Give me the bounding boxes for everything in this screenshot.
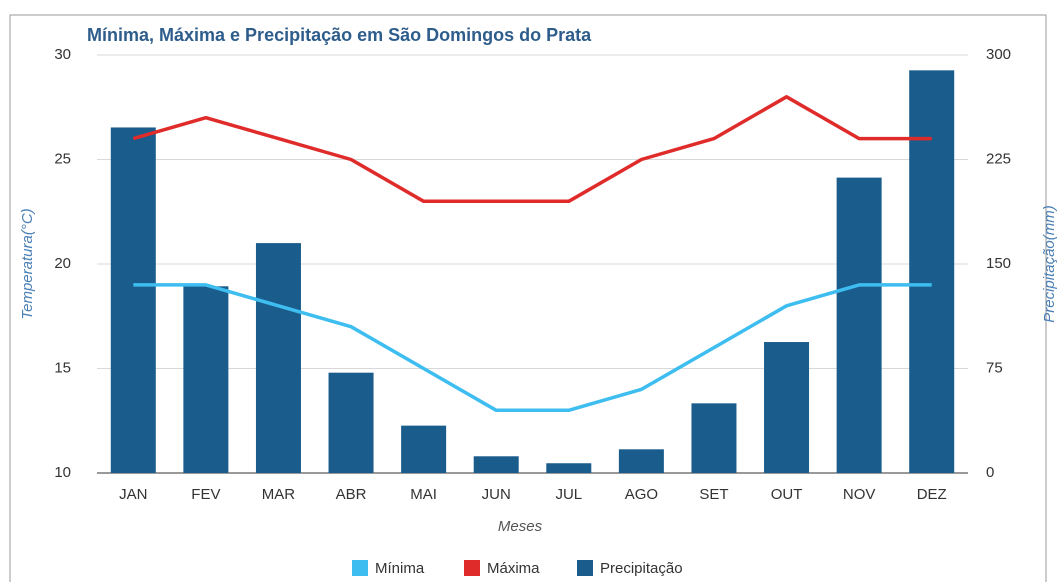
y-tick-label: 10 [54, 464, 71, 481]
y-tick-label: 15 [54, 359, 71, 376]
x-tick-label: JUN [482, 486, 511, 503]
bar [691, 403, 737, 473]
bar [546, 463, 592, 473]
x-tick-label: MAI [410, 486, 437, 503]
bar [909, 70, 955, 474]
x-tick-label: AGO [625, 486, 658, 503]
legend-label: Máxima [487, 560, 540, 577]
x-tick-label: FEV [191, 486, 220, 503]
y2-tick-label: 0 [986, 464, 994, 481]
legend-label: Precipitação [600, 560, 683, 577]
y2-tick-label: 225 [986, 150, 1011, 167]
bar [110, 127, 156, 473]
y2-tick-label: 150 [986, 255, 1011, 272]
bar [618, 449, 664, 473]
y-tick-label: 30 [54, 46, 71, 63]
bar [401, 425, 447, 473]
y2-axis-title: Precipitação(mm) [1041, 205, 1057, 323]
bar [473, 456, 519, 473]
x-tick-label: DEZ [917, 486, 947, 503]
x-tick-label: OUT [771, 486, 803, 503]
x-tick-label: JAN [119, 486, 147, 503]
y-tick-label: 25 [54, 150, 71, 167]
line [132, 95, 932, 204]
x-tick-label: JUL [555, 486, 582, 503]
y2-tick-label: 300 [986, 46, 1011, 63]
chart-border [9, 14, 1047, 582]
line [133, 283, 932, 413]
legend-swatch [577, 560, 593, 576]
x-axis-title: Meses [498, 518, 543, 535]
legend-swatch [464, 560, 480, 576]
y-axis-title: Temperatura(°C) [19, 208, 36, 319]
x-tick-label: MAR [262, 486, 296, 503]
bar [764, 342, 810, 473]
y2-tick-label: 75 [986, 359, 1003, 376]
x-tick-label: NOV [843, 486, 876, 503]
chart-title: Mínima, Máxima e Precipitação em São Dom… [87, 25, 592, 45]
legend-label: Mínima [375, 560, 425, 577]
y-tick-label: 20 [54, 255, 71, 272]
bar [836, 177, 882, 473]
x-tick-label: ABR [336, 486, 367, 503]
bar [255, 243, 301, 473]
legend-swatch [352, 560, 368, 576]
bar [328, 372, 374, 473]
x-tick-label: SET [699, 486, 728, 503]
bar [183, 286, 229, 473]
